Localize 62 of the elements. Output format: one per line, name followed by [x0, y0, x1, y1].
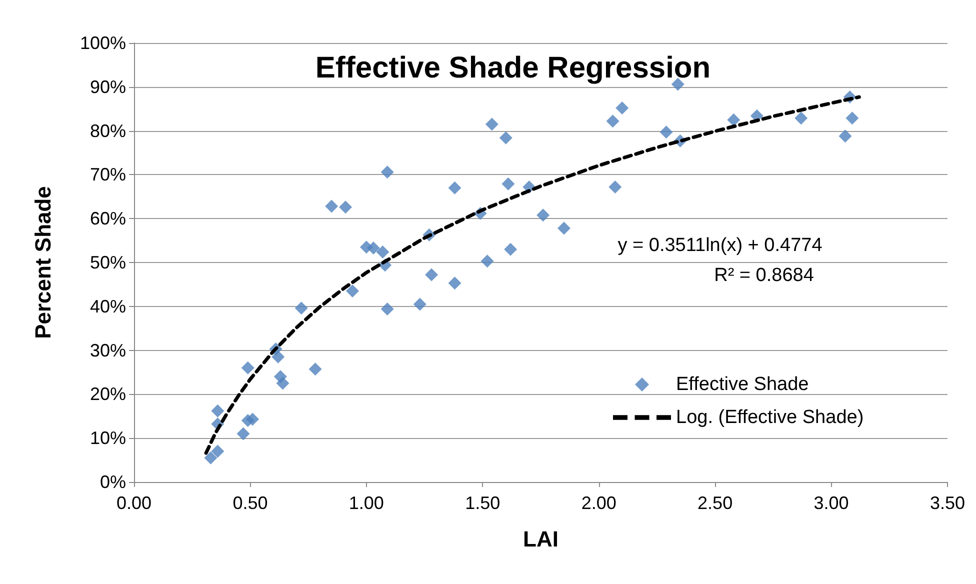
y-tick-label: 60%: [90, 208, 126, 229]
point: [499, 131, 512, 144]
annotation: y = 0.3511ln(x) + 0.4774: [618, 235, 823, 256]
y-tick-label: 40%: [90, 296, 126, 316]
point: [838, 130, 852, 143]
point: [480, 254, 494, 268]
legend-label: Effective Shade: [676, 374, 809, 395]
point: [241, 361, 254, 374]
point: [502, 177, 515, 190]
point: [376, 245, 390, 258]
point: [660, 126, 673, 139]
y-tick-label: 50%: [90, 252, 126, 272]
point: [608, 180, 622, 194]
x-tick-label: 3.00: [814, 493, 849, 513]
point: [846, 112, 859, 125]
point: [346, 284, 359, 298]
y-tick-label: 70%: [90, 164, 126, 185]
point: [794, 112, 808, 125]
point: [308, 362, 322, 376]
point: [294, 302, 308, 315]
point: [504, 242, 518, 256]
y-tick-label: 100%: [80, 33, 126, 53]
x-tick-label: 0.00: [116, 493, 152, 513]
point: [325, 200, 338, 213]
chart-title: Effective Shade Regression: [315, 52, 711, 84]
point: [246, 412, 260, 426]
point: [380, 302, 394, 316]
x-tick-label: 3.50: [930, 493, 966, 513]
point: [557, 222, 570, 235]
point: [727, 113, 740, 126]
point: [485, 118, 498, 131]
x-tick-label: 1.00: [348, 493, 384, 513]
point: [606, 114, 620, 128]
x-tick-label: 0.50: [232, 493, 268, 513]
point: [448, 276, 462, 290]
point: [380, 166, 394, 179]
x-tick-label: 1.50: [465, 493, 500, 513]
point: [272, 350, 285, 364]
point: [425, 268, 438, 282]
point: [616, 101, 629, 114]
x-tick-label: 2.50: [698, 493, 733, 513]
y-tick-label: 0%: [100, 472, 126, 492]
x-tick-label: 2.00: [581, 493, 616, 513]
point: [204, 451, 218, 464]
y-axis-title: Percent Shade: [30, 186, 56, 339]
x-axis-title: LAI: [523, 526, 558, 552]
point: [339, 200, 352, 214]
annotation: R² = 0.8684: [714, 265, 814, 286]
point: [276, 376, 290, 390]
point: [448, 181, 462, 194]
point: [236, 427, 250, 440]
y-tick-label: 30%: [90, 340, 126, 360]
y-tick-label: 90%: [90, 76, 126, 97]
y-tick-label: 80%: [90, 120, 126, 141]
point: [366, 242, 380, 255]
y-tick-label: 10%: [90, 428, 126, 448]
y-tick-label: 20%: [90, 384, 126, 404]
legend-label: Log. (Effective Shade): [676, 407, 864, 428]
point: [413, 298, 426, 311]
point: [211, 444, 224, 458]
point: [211, 404, 224, 418]
point: [536, 208, 550, 222]
